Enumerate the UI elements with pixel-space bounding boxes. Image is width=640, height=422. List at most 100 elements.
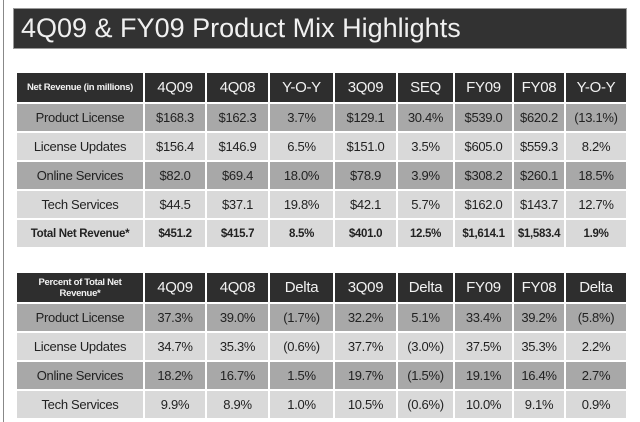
percent-of-revenue-table: Percent of Total Net Revenue* 4Q09 4Q08 Del… bbox=[15, 271, 628, 420]
row-label: Product License bbox=[15, 302, 145, 333]
column-header: Net Revenue (in millions) bbox=[15, 71, 145, 104]
table-cell: 1.5% bbox=[268, 360, 335, 391]
slide-border bbox=[3, 0, 4, 422]
table-cell: 18.0% bbox=[268, 160, 335, 191]
table-cell: $260.1 bbox=[512, 160, 566, 191]
table-cell: 2.2% bbox=[564, 331, 628, 362]
column-header: Delta bbox=[564, 271, 628, 304]
table-cell: 34.7% bbox=[143, 331, 207, 362]
table-cell: 1.0% bbox=[268, 389, 335, 420]
column-header: FY08 bbox=[512, 271, 566, 304]
row-label: Product License bbox=[15, 102, 145, 133]
table-cell: 8.2% bbox=[564, 131, 628, 162]
table-cell: 32.2% bbox=[333, 302, 398, 333]
column-header: FY09 bbox=[453, 271, 514, 304]
table-cell: (1.5%) bbox=[396, 360, 455, 391]
table-cell: $605.0 bbox=[453, 131, 514, 162]
row-label: Tech Services bbox=[15, 189, 145, 220]
column-header: Y-O-Y bbox=[268, 71, 335, 104]
table-cell: $401.0 bbox=[333, 218, 398, 249]
table-cell: 3.7% bbox=[268, 102, 335, 133]
slide-title: 4Q09 & FY09 Product Mix Highlights bbox=[13, 8, 627, 49]
column-header: 3Q09 bbox=[333, 271, 398, 304]
table-cell: 2.7% bbox=[564, 360, 628, 391]
table-cell: $44.5 bbox=[143, 189, 207, 220]
table-cell: $559.3 bbox=[512, 131, 566, 162]
column-header: 4Q08 bbox=[205, 71, 270, 104]
table-cell: 30.4% bbox=[396, 102, 455, 133]
table-cell: $415.7 bbox=[205, 218, 270, 249]
table-row: License Updates 34.7% 35.3% (0.6%) 37.7% (3.0… bbox=[15, 331, 628, 362]
table-cell: $146.9 bbox=[205, 131, 270, 162]
table-cell: $129.1 bbox=[333, 102, 398, 133]
table-cell: (0.6%) bbox=[396, 389, 455, 420]
table-cell: 3.9% bbox=[396, 160, 455, 191]
row-label: Online Services bbox=[15, 360, 145, 391]
table-cell: 9.1% bbox=[512, 389, 566, 420]
table-cell: 12.7% bbox=[564, 189, 628, 220]
table-cell: (1.7%) bbox=[268, 302, 335, 333]
table-cell: $37.1 bbox=[205, 189, 270, 220]
column-header: 4Q09 bbox=[143, 71, 207, 104]
table-cell: $308.2 bbox=[453, 160, 514, 191]
row-label: Online Services bbox=[15, 160, 145, 191]
table-cell: 39.2% bbox=[512, 302, 566, 333]
table-cell: $69.4 bbox=[205, 160, 270, 191]
net-revenue-table: Net Revenue (in millions) 4Q09 4Q08 Y-O-Y 3Q… bbox=[15, 71, 628, 249]
table-cell: $143.7 bbox=[512, 189, 566, 220]
table-cell: (0.6%) bbox=[268, 331, 335, 362]
table-row: Online Services 18.2% 16.7% 1.5% 19.7% (1.5%)… bbox=[15, 360, 628, 391]
table-cell: 5.7% bbox=[396, 189, 455, 220]
table-cell: 16.4% bbox=[512, 360, 566, 391]
table-cell: 3.5% bbox=[396, 131, 455, 162]
table-row: Online Services $82.0 $69.4 18.0% $78.9 3.9% $… bbox=[15, 160, 628, 191]
table-cell: $82.0 bbox=[143, 160, 207, 191]
table-cell: 19.7% bbox=[333, 360, 398, 391]
table-cell: $539.0 bbox=[453, 102, 514, 133]
table-cell: $1,614.1 bbox=[453, 218, 514, 249]
table-cell: 16.7% bbox=[205, 360, 270, 391]
table-cell: 10.0% bbox=[453, 389, 514, 420]
table-cell: $451.2 bbox=[143, 218, 207, 249]
table-cell: (3.0%) bbox=[396, 331, 455, 362]
table-cell: $1,583.4 bbox=[512, 218, 566, 249]
table-cell: 37.5% bbox=[453, 331, 514, 362]
table-cell: $620.2 bbox=[512, 102, 566, 133]
row-label: Total Net Revenue* bbox=[15, 218, 145, 249]
table-cell: 39.0% bbox=[205, 302, 270, 333]
column-header: Y-O-Y bbox=[564, 71, 628, 104]
column-header: SEQ bbox=[396, 71, 455, 104]
table-cell: 1.9% bbox=[564, 218, 628, 249]
table-cell: 12.5% bbox=[396, 218, 455, 249]
table-cell: 8.5% bbox=[268, 218, 335, 249]
column-header: Delta bbox=[268, 271, 335, 304]
table-cell: 37.7% bbox=[333, 331, 398, 362]
table-header-row: Percent of Total Net Revenue* 4Q09 4Q08 Del… bbox=[15, 271, 628, 304]
table-cell: $78.9 bbox=[333, 160, 398, 191]
table-cell: 19.1% bbox=[453, 360, 514, 391]
table-cell: 33.4% bbox=[453, 302, 514, 333]
table-cell: $162.0 bbox=[453, 189, 514, 220]
table-cell: 9.9% bbox=[143, 389, 207, 420]
table-cell: $156.4 bbox=[143, 131, 207, 162]
table-row: Tech Services 9.9% 8.9% 1.0% 10.5% (0.6%) 10.0… bbox=[15, 389, 628, 420]
table-row: Product License 37.3% 39.0% (1.7%) 32.2% 5.1%… bbox=[15, 302, 628, 333]
table-row: Total Net Revenue* $451.2 $415.7 8.5% $401.0… bbox=[15, 218, 628, 249]
table-cell: (13.1%) bbox=[564, 102, 628, 133]
table-cell: $168.3 bbox=[143, 102, 207, 133]
table-cell: 35.3% bbox=[205, 331, 270, 362]
table-cell: 0.9% bbox=[564, 389, 628, 420]
table-cell: $151.0 bbox=[333, 131, 398, 162]
table-cell: 18.5% bbox=[564, 160, 628, 191]
table-cell: 6.5% bbox=[268, 131, 335, 162]
column-header: 4Q08 bbox=[205, 271, 270, 304]
column-header: 3Q09 bbox=[333, 71, 398, 104]
column-header: 4Q09 bbox=[143, 271, 207, 304]
row-label: Tech Services bbox=[15, 389, 145, 420]
table-cell: 10.5% bbox=[333, 389, 398, 420]
table-cell: (5.8%) bbox=[564, 302, 628, 333]
column-header: Percent of Total Net Revenue* bbox=[15, 271, 145, 304]
table-cell: 5.1% bbox=[396, 302, 455, 333]
table-cell: 35.3% bbox=[512, 331, 566, 362]
table-cell: $42.1 bbox=[333, 189, 398, 220]
